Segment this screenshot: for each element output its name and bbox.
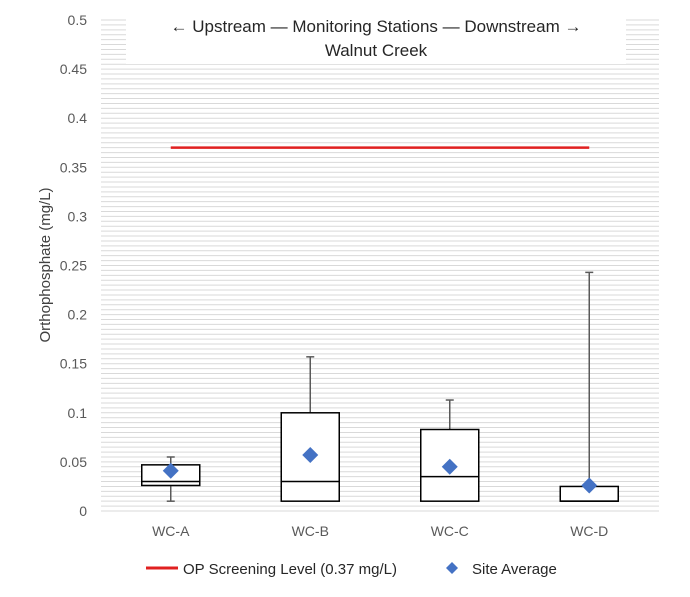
gridlines bbox=[101, 19, 659, 512]
y-tick-label: 0.15 bbox=[60, 356, 87, 372]
x-category-label: WC-B bbox=[292, 523, 329, 539]
y-tick-label: 0.25 bbox=[60, 258, 87, 274]
y-tick-label: 0.3 bbox=[68, 208, 88, 224]
x-category-label: WC-C bbox=[431, 523, 469, 539]
site-average-marker bbox=[441, 458, 458, 475]
box-WC-D bbox=[559, 271, 619, 502]
site-average-layer bbox=[162, 447, 598, 494]
x-category-labels: WC-A WC-B WC-C WC-D bbox=[152, 523, 608, 539]
legend: OP Screening Level (0.37 mg/L) Site Aver… bbox=[146, 561, 557, 578]
title-background bbox=[126, 10, 626, 64]
chart-title-line1: ← Upstream — Monitoring Stations — Downs… bbox=[171, 17, 582, 36]
x-category-label: WC-A bbox=[152, 523, 190, 539]
y-tick-label: 0.5 bbox=[68, 12, 88, 28]
legend-average-label: Site Average bbox=[472, 561, 557, 578]
y-axis-title: Orthophosphate (mg/L) bbox=[37, 187, 54, 342]
y-tick-label: 0 bbox=[79, 503, 87, 519]
site-average-marker bbox=[302, 447, 319, 464]
y-tick-label: 0.05 bbox=[60, 454, 87, 470]
y-tick-label: 0.1 bbox=[68, 405, 88, 421]
site-average-marker bbox=[581, 477, 598, 494]
legend-screening-label: OP Screening Level (0.37 mg/L) bbox=[183, 561, 397, 578]
legend-average-swatch bbox=[446, 562, 458, 574]
y-tick-label: 0.35 bbox=[60, 159, 87, 175]
y-tick-labels: 0 0.05 0.1 0.15 0.2 0.25 0.3 0.35 0.4 0.45 0.5 bbox=[60, 12, 87, 519]
x-category-label: WC-D bbox=[570, 523, 608, 539]
y-tick-label: 0.2 bbox=[68, 307, 88, 323]
chart-title-line2: Walnut Creek bbox=[325, 41, 428, 60]
y-tick-label: 0.4 bbox=[68, 110, 88, 126]
site-average-marker bbox=[162, 462, 179, 479]
y-tick-label: 0.45 bbox=[60, 61, 87, 77]
